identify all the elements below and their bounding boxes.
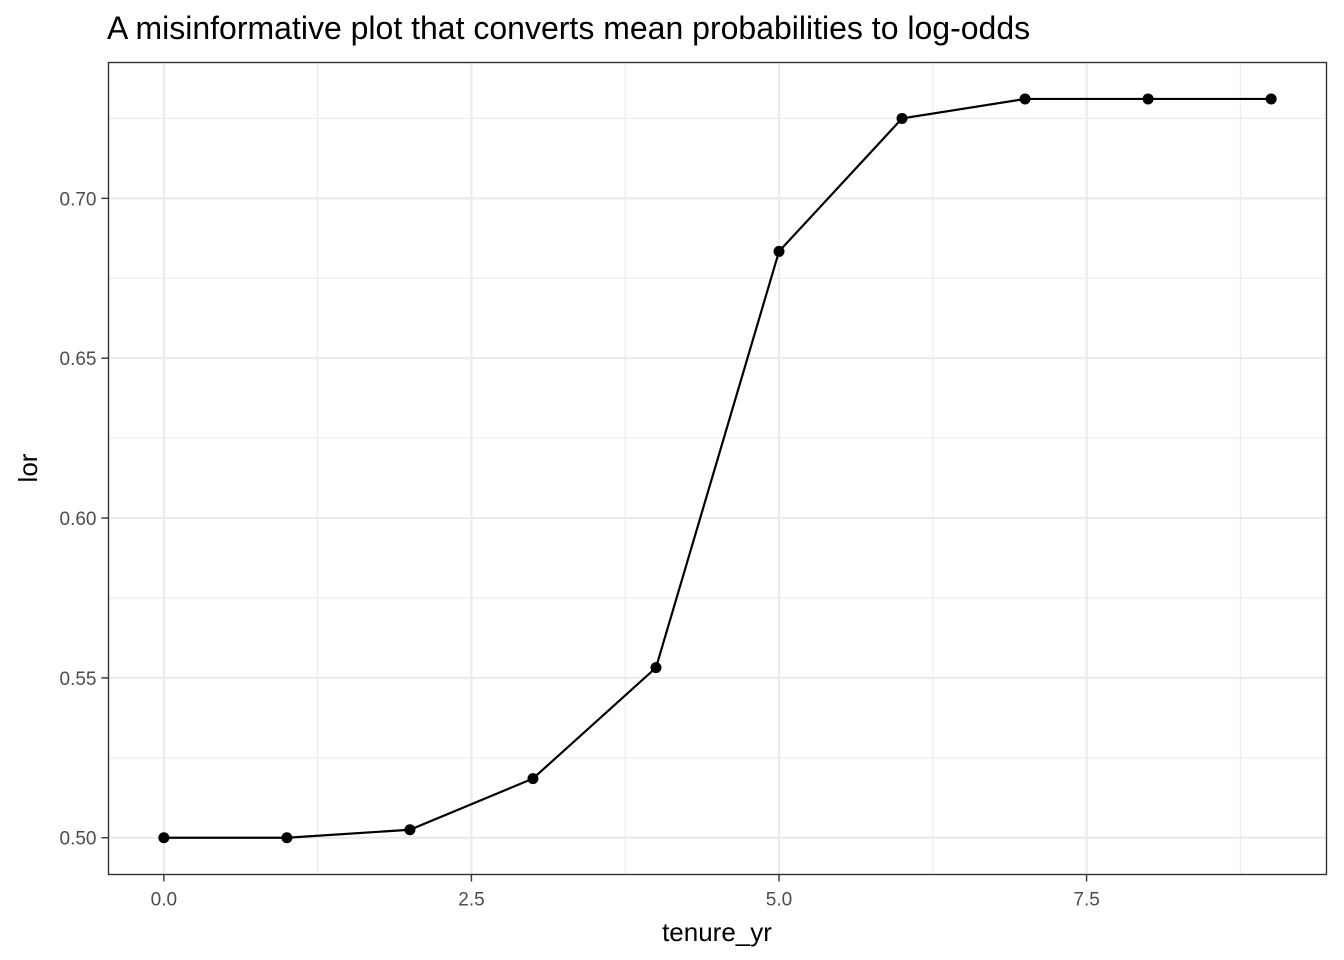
x-tick-label: 0.0 — [151, 890, 177, 911]
x-axis-title: tenure_yr — [662, 917, 772, 947]
data-point — [281, 832, 293, 844]
data-point — [527, 773, 539, 785]
minor-gridlines — [108, 62, 1327, 875]
series-layer — [158, 93, 1277, 844]
data-point — [650, 662, 662, 674]
series-line — [163, 97, 1272, 839]
data-point — [1142, 93, 1154, 105]
y-tick-label: 0.70 — [60, 189, 97, 210]
data-point — [773, 245, 785, 257]
x-tick-label: 2.5 — [458, 890, 484, 911]
chart-title: A misinformative plot that converts mean… — [107, 10, 1030, 46]
data-point — [158, 832, 170, 844]
x-tick-label: 5.0 — [766, 890, 792, 911]
y-tick-label: 0.60 — [60, 509, 97, 530]
y-axis-title: lor — [13, 453, 43, 482]
data-point — [1265, 93, 1277, 105]
y-tick-label: 0.50 — [60, 829, 97, 850]
y-axis: 0.50 0.55 0.60 0.65 0.70 — [60, 189, 109, 850]
y-tick-label: 0.55 — [60, 669, 97, 690]
panel-border — [107, 61, 1328, 876]
data-point — [1019, 93, 1031, 105]
data-point — [896, 112, 908, 124]
x-axis: 0.0 2.5 5.0 7.5 — [151, 874, 1100, 911]
y-tick-label: 0.65 — [60, 349, 97, 370]
data-point — [404, 824, 416, 836]
x-tick-label: 7.5 — [1073, 890, 1099, 911]
major-gridlines — [108, 62, 1327, 875]
